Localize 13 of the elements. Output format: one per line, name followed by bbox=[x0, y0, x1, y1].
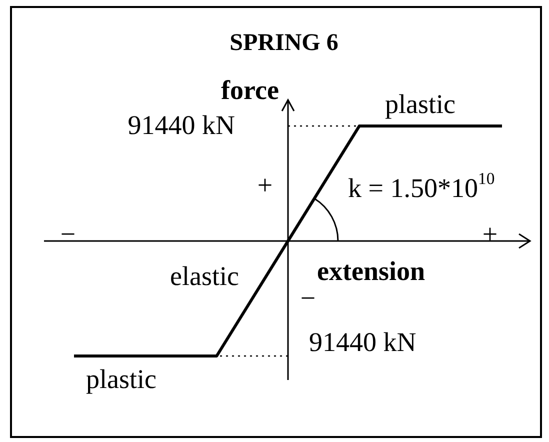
annotation: + bbox=[482, 219, 498, 249]
annotation: 91440 kN bbox=[309, 327, 416, 357]
annotation: − bbox=[300, 283, 316, 313]
annotation: k = 1.50*10$^{10}$ bbox=[348, 169, 495, 203]
annotation: elastic bbox=[170, 261, 240, 291]
x-axis-title: extension bbox=[317, 256, 425, 286]
annotation: + bbox=[257, 170, 273, 200]
text: plastic bbox=[385, 89, 456, 119]
annotation: − bbox=[60, 219, 76, 249]
chart-title: SPRING 6 bbox=[230, 30, 338, 56]
text: plastic bbox=[86, 364, 156, 394]
y-axis-title: force bbox=[221, 75, 279, 105]
annotation: 91440 kN bbox=[128, 110, 235, 140]
